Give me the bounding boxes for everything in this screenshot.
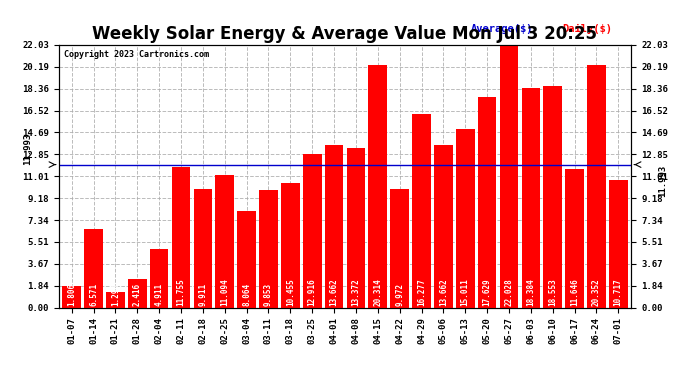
- Bar: [150, 249, 168, 308]
- Bar: [368, 66, 387, 308]
- Text: 13.662: 13.662: [439, 279, 448, 306]
- Bar: [609, 180, 627, 308]
- Bar: [215, 175, 234, 308]
- Text: 17.629: 17.629: [482, 279, 491, 306]
- Bar: [456, 129, 475, 308]
- Bar: [172, 167, 190, 308]
- Text: Average($): Average($): [471, 24, 533, 34]
- Bar: [194, 189, 213, 308]
- Bar: [477, 98, 496, 308]
- Bar: [391, 189, 409, 308]
- Text: 20.314: 20.314: [373, 279, 382, 306]
- Text: 9.911: 9.911: [199, 283, 208, 306]
- Bar: [522, 88, 540, 308]
- Text: 13.662: 13.662: [330, 279, 339, 306]
- Bar: [63, 286, 81, 308]
- Text: 6.571: 6.571: [89, 283, 98, 306]
- Bar: [346, 148, 365, 308]
- Bar: [237, 211, 256, 308]
- Text: 18.553: 18.553: [548, 279, 557, 306]
- Text: 11.094: 11.094: [220, 279, 229, 306]
- Text: 20.352: 20.352: [592, 279, 601, 306]
- Text: 1.293: 1.293: [111, 283, 120, 306]
- Text: 15.011: 15.011: [461, 279, 470, 306]
- Bar: [303, 154, 322, 308]
- Text: 11.646: 11.646: [570, 279, 579, 306]
- Bar: [412, 114, 431, 308]
- Bar: [325, 145, 344, 308]
- Title: Weekly Solar Energy & Average Value Mon Jul 3 20:25: Weekly Solar Energy & Average Value Mon …: [92, 26, 598, 44]
- Text: 18.384: 18.384: [526, 279, 535, 306]
- Text: 1.806: 1.806: [67, 283, 77, 306]
- Text: Daily($): Daily($): [562, 24, 613, 34]
- Text: 9.972: 9.972: [395, 283, 404, 306]
- Bar: [106, 292, 125, 308]
- Bar: [565, 169, 584, 308]
- Text: 16.277: 16.277: [417, 279, 426, 306]
- Text: 8.064: 8.064: [242, 283, 251, 306]
- Bar: [259, 190, 278, 308]
- Bar: [84, 229, 103, 308]
- Text: 4.911: 4.911: [155, 283, 164, 306]
- Bar: [128, 279, 147, 308]
- Text: 22.028: 22.028: [504, 279, 513, 306]
- Text: 10.455: 10.455: [286, 279, 295, 306]
- Text: 2.416: 2.416: [133, 283, 142, 306]
- Text: 9.853: 9.853: [264, 283, 273, 306]
- Bar: [587, 65, 606, 308]
- Bar: [500, 45, 518, 308]
- Text: 11.993: 11.993: [23, 132, 32, 165]
- Text: 11.755: 11.755: [177, 279, 186, 306]
- Text: 12.916: 12.916: [308, 279, 317, 306]
- Text: 10.717: 10.717: [613, 279, 623, 306]
- Text: 11.993: 11.993: [658, 165, 667, 197]
- Text: 13.372: 13.372: [351, 279, 360, 306]
- Text: Copyright 2023 Cartronics.com: Copyright 2023 Cartronics.com: [64, 50, 209, 59]
- Bar: [281, 183, 299, 308]
- Bar: [434, 145, 453, 308]
- Bar: [543, 86, 562, 308]
